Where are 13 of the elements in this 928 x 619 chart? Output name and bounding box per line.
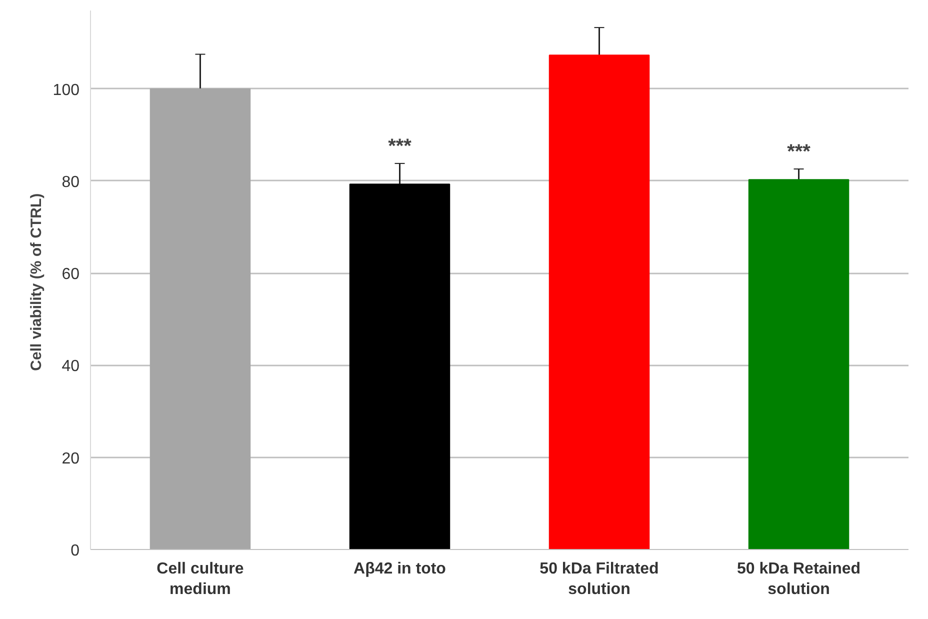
data-label: *** bbox=[787, 140, 811, 163]
x-tick-label: Aβ42 in toto bbox=[354, 560, 446, 578]
data-label: *** bbox=[388, 135, 412, 158]
y-tick-label: 20 bbox=[62, 450, 80, 468]
x-tick-label: Cell culture medium bbox=[156, 560, 244, 598]
x-tick-label: 50 kDa Filtrated solution bbox=[540, 560, 659, 598]
y-axis-title: Cell viability (% of CTRL) bbox=[28, 193, 45, 371]
y-tick-label: 40 bbox=[62, 358, 80, 376]
y-tick-label: 100 bbox=[52, 82, 80, 99]
y-tick-label: 80 bbox=[62, 174, 80, 191]
y-tick-label: 60 bbox=[62, 266, 80, 284]
x-tick-label: 50 kDa Retained solution bbox=[736, 560, 861, 598]
y-tick-label: 0 bbox=[70, 542, 80, 560]
